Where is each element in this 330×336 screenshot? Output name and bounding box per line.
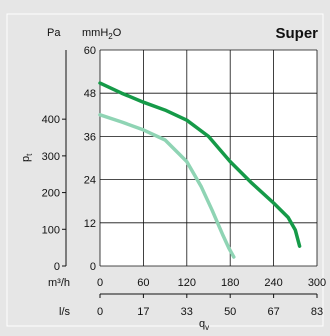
mmh2o-tick-label: 12 — [84, 218, 96, 230]
pa-tick-label: 0 — [54, 261, 60, 273]
performance-curve-2 — [98, 113, 236, 259]
ls-tick-label: 50 — [224, 306, 236, 318]
m3h-tick-label: 180 — [221, 277, 239, 289]
x-axis-label: qv — [199, 318, 209, 331]
pa-tick-label: 200 — [42, 188, 60, 200]
series-layer — [98, 81, 302, 259]
mmh2o-unit-label: mmH2O — [82, 27, 122, 41]
mmh2o-tick-label: 48 — [84, 88, 96, 100]
y-axis-label: pt — [20, 153, 34, 162]
y-axis-label-main: p — [20, 156, 32, 162]
ls-tick-label: 0 — [97, 306, 103, 318]
mmh2o-tick-label: 60 — [84, 45, 96, 57]
mmh2o-tick-label: 24 — [84, 175, 96, 187]
labels: Pa mmH2O Super pt m³/h l/s qv 0 100 200 300… — [20, 25, 326, 332]
ls-tick-label: 17 — [137, 306, 149, 318]
m3h-tick-label: 60 — [137, 277, 149, 289]
y-axis-label-sub: t — [25, 153, 34, 156]
x-axis-label-sub: v — [205, 323, 209, 331]
ls-unit-label: l/s — [59, 306, 71, 318]
pa-tick-label: 100 — [42, 224, 60, 236]
chart-title: Super — [275, 25, 318, 42]
axes — [62, 50, 318, 298]
m3h-tick-label: 120 — [178, 277, 196, 289]
performance-curve-1 — [98, 81, 302, 248]
chart-frame — [6, 13, 324, 327]
x-axis-label-main: q — [199, 318, 205, 330]
pa-tick-label: 300 — [42, 151, 60, 163]
ls-tick-label: 83 — [311, 306, 323, 318]
m3h-unit-label: m³/h — [48, 277, 70, 289]
mmh2o-tick-label: 0 — [90, 261, 96, 273]
pa-tick-label: 400 — [42, 114, 60, 126]
m3h-tick-label: 300 — [308, 277, 326, 289]
mmh2o-tick-label: 36 — [84, 131, 96, 143]
pa-unit-label: Pa — [47, 27, 61, 39]
m3h-tick-label: 0 — [97, 277, 103, 289]
m3h-tick-label: 240 — [264, 277, 282, 289]
plot-area — [100, 50, 317, 266]
ls-tick-label: 67 — [267, 306, 279, 318]
ls-tick-label: 33 — [181, 306, 193, 318]
